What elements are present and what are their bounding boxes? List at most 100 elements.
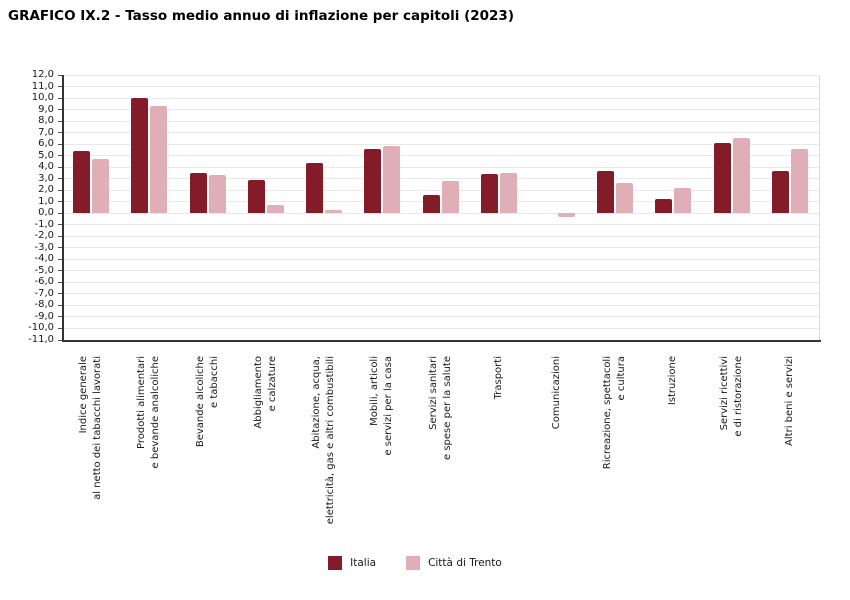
y-axis-tick-label: 4,0	[38, 161, 54, 173]
bar-citt-di-trento-12	[790, 148, 808, 214]
bar-citt-di-trento-11	[732, 138, 750, 214]
y-axis-tick-label: 1,0	[38, 195, 54, 207]
y-axis-tick-label: -4,0	[34, 253, 54, 265]
x-axis-category-label: Trasporti	[492, 356, 504, 400]
y-axis-tick-label: -6,0	[34, 276, 54, 288]
x-axis-category-label: Altri beni e servizi	[783, 356, 795, 446]
y-axis-tick-mark	[58, 74, 62, 76]
x-axis-category-label: Comunicazioni	[550, 356, 562, 430]
bar-italia-2	[189, 172, 207, 214]
bar-italia-6	[422, 194, 440, 214]
y-axis-tick-label: -8,0	[34, 299, 54, 311]
y-axis-tick-label: -9,0	[34, 310, 54, 322]
gridline	[62, 293, 819, 295]
gridline	[62, 74, 819, 76]
legend-swatch-icon	[328, 556, 343, 570]
x-axis-line	[62, 340, 821, 342]
y-axis-tick-label: 10,0	[31, 92, 54, 104]
gridline	[62, 120, 819, 122]
gridline	[62, 201, 819, 203]
legend: Italia Città di Trento	[0, 556, 830, 570]
gridline	[62, 155, 819, 157]
x-axis-category-label: Servizi ricettivi e di ristorazione	[718, 356, 744, 437]
gridline	[62, 235, 819, 237]
gridline	[62, 86, 819, 88]
gridline	[62, 270, 819, 272]
x-axis-category-label: Bevande alcoliche e tabacchi	[194, 356, 220, 448]
bar-citt-di-trento-3	[266, 205, 284, 214]
bar-italia-9	[597, 170, 615, 214]
y-axis-tick-label: -2,0	[34, 230, 54, 242]
bar-citt-di-trento-9	[616, 183, 634, 214]
y-axis-tick-mark	[58, 97, 62, 99]
bar-italia-11	[713, 142, 731, 214]
y-axis-tick-mark	[58, 132, 62, 134]
y-axis-tick-label: -7,0	[34, 287, 54, 299]
bar-italia-0	[73, 151, 91, 214]
bar-citt-di-trento-2	[208, 175, 226, 214]
y-axis-tick-label: 0,0	[38, 207, 54, 219]
y-axis-line	[62, 75, 64, 342]
legend-item: Italia	[328, 556, 376, 570]
y-axis-tick-mark	[58, 212, 62, 214]
bar-citt-di-trento-10	[674, 187, 692, 214]
bar-citt-di-trento-1	[150, 106, 168, 214]
y-axis-tick-label: 9,0	[38, 103, 54, 115]
y-axis-tick-mark	[58, 120, 62, 122]
y-axis-tick-label: 2,0	[38, 184, 54, 196]
y-axis-tick-mark	[58, 258, 62, 260]
y-axis-tick-label: 11,0	[31, 80, 54, 92]
y-axis-tick-label: -5,0	[34, 264, 54, 276]
gridline	[62, 316, 819, 318]
y-axis-tick-label: 7,0	[38, 126, 54, 138]
legend-label: Città di Trento	[428, 557, 502, 569]
bar-citt-di-trento-5	[383, 146, 401, 214]
y-axis-tick-label: -1,0	[34, 218, 54, 230]
y-axis-tick-mark	[58, 201, 62, 203]
x-axis-category-label: Indice generale al netto dei tabacchi lav…	[78, 356, 104, 500]
bar-citt-di-trento-0	[92, 159, 110, 214]
y-axis-tick-mark	[58, 166, 62, 168]
y-axis-tick-mark	[58, 281, 62, 283]
bar-italia-4	[306, 162, 324, 214]
y-axis-tick-mark	[58, 247, 62, 249]
x-axis-category-label: Prodotti alimentari e bevande analcoliche	[136, 356, 162, 469]
gridline	[62, 327, 819, 329]
bar-citt-di-trento-8	[557, 213, 575, 217]
y-axis-tick-mark	[58, 339, 62, 341]
legend-label: Italia	[350, 557, 377, 569]
gridline	[62, 178, 819, 180]
y-axis-tick-label: 6,0	[38, 138, 54, 150]
y-axis-tick-mark	[58, 304, 62, 306]
gridline	[62, 258, 819, 260]
gridline	[62, 304, 819, 306]
bar-citt-di-trento-6	[441, 181, 459, 214]
x-axis-category-label: Abbigliamento e calzature	[252, 356, 278, 429]
chart-title: GRAFICO IX.2 - Tasso medio annuo di infl…	[8, 8, 514, 24]
y-axis-tick-mark	[58, 189, 62, 191]
x-axis-category-label: Ricreazione, spettacoli e cultura	[602, 356, 628, 470]
bar-italia-7	[480, 174, 498, 214]
gridline	[62, 97, 819, 99]
gridline	[62, 143, 819, 145]
legend-item: Città di Trento	[406, 556, 502, 570]
gridline	[62, 247, 819, 249]
y-axis-tick-label: -3,0	[34, 241, 54, 253]
bar-citt-di-trento-7	[499, 172, 517, 214]
gridline	[62, 132, 819, 134]
x-axis-category-label: Istruzione	[667, 356, 679, 406]
bar-italia-3	[247, 179, 265, 214]
y-axis-tick-mark	[58, 235, 62, 237]
gridline	[62, 212, 819, 214]
y-axis-tick-mark	[58, 224, 62, 226]
gridline	[62, 166, 819, 168]
y-axis-tick-mark	[58, 293, 62, 295]
gridline	[62, 281, 819, 283]
gridline	[62, 224, 819, 226]
y-axis-tick-mark	[58, 86, 62, 88]
y-axis-tick-mark	[58, 143, 62, 145]
y-axis-tick-mark	[58, 109, 62, 111]
y-axis-tick-label: -10,0	[28, 322, 54, 334]
bar-italia-1	[131, 98, 149, 214]
x-axis-category-label: Mobili, articoli e servizi per la casa	[369, 356, 395, 456]
